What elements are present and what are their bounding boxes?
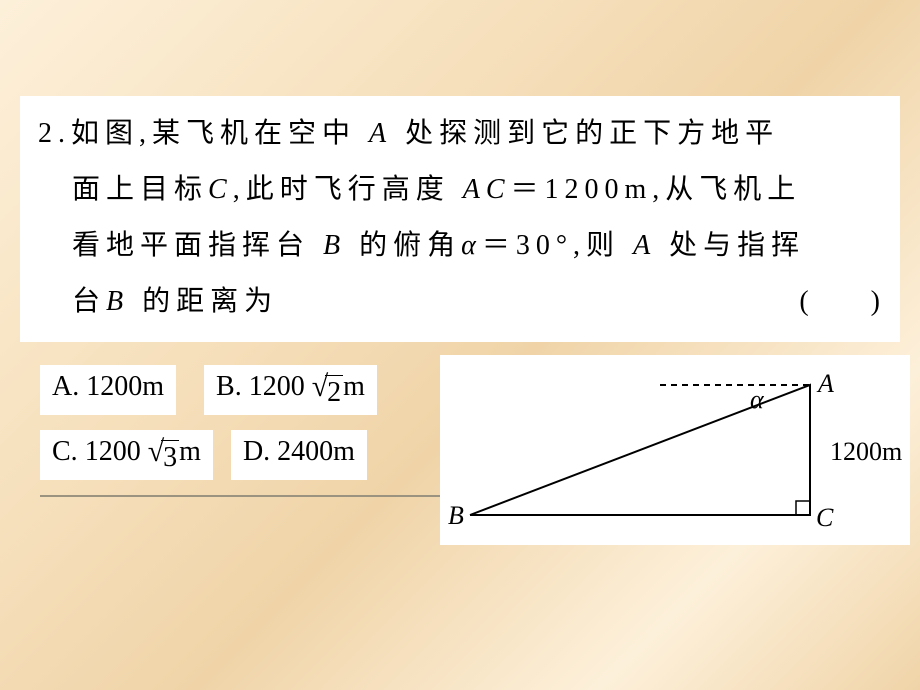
text: ,此时飞行高度 [233, 174, 450, 205]
label-alpha: α [750, 385, 764, 415]
var-alpha: α [461, 230, 482, 261]
var-A2: A [633, 230, 656, 261]
text: 面上目标 [72, 174, 208, 205]
opt-prefix: 1200 [249, 371, 305, 402]
option-d: D. 2400m [231, 430, 367, 480]
text: 的俯角 [359, 230, 461, 261]
option-a: A. 1200m [40, 365, 176, 415]
option-b: B. 1200 √2m [204, 365, 377, 415]
text: 如图,某飞机在空中 [71, 118, 356, 149]
label-C: C [816, 503, 833, 533]
opt-suffix: m [343, 371, 365, 402]
var-A: A [369, 118, 392, 149]
right-angle-icon [796, 501, 810, 515]
options-row-2: C. 1200 √3m D. 2400m [40, 430, 367, 480]
text: 台 [72, 286, 106, 317]
text: 处与指挥 [669, 230, 805, 261]
var-C: C [208, 174, 233, 205]
opt-suffix: m [179, 436, 201, 467]
label-B: B [448, 501, 464, 531]
problem-number: 2. [38, 118, 71, 149]
answer-paren: ( ) [799, 274, 882, 330]
divider [40, 495, 440, 497]
opt-val: 1200m [86, 371, 164, 402]
label-A: A [818, 369, 834, 399]
eq: ＝1200m,从飞机上 [511, 174, 802, 205]
sqrt-icon: √3 [148, 437, 179, 475]
opt-label: D. [243, 436, 270, 467]
text: 的距离为 [142, 286, 278, 317]
option-c: C. 1200 √3m [40, 430, 213, 480]
problem-statement: 2.如图,某飞机在空中 A 处探测到它的正下方地平 面上目标C,此时飞行高度 A… [20, 96, 900, 342]
opt-prefix: 1200 [85, 436, 141, 467]
text: 看地平面指挥台 [72, 230, 310, 261]
opt-label: C. [52, 436, 78, 467]
opt-val: 2400m [277, 436, 355, 467]
var-AC: AC [463, 174, 511, 205]
var-B2: B [106, 286, 129, 317]
options-row-1: A. 1200m B. 1200 √2m [40, 365, 377, 415]
opt-label: B. [216, 371, 242, 402]
eq: ＝30°,则 [482, 230, 620, 261]
opt-label: A. [52, 371, 79, 402]
label-altitude: 1200m [830, 437, 902, 467]
var-B: B [323, 230, 346, 261]
triangle-diagram: A B C α 1200m [440, 355, 910, 545]
sqrt-icon: √2 [312, 372, 343, 410]
text: 处探测到它的正下方地平 [405, 118, 779, 149]
